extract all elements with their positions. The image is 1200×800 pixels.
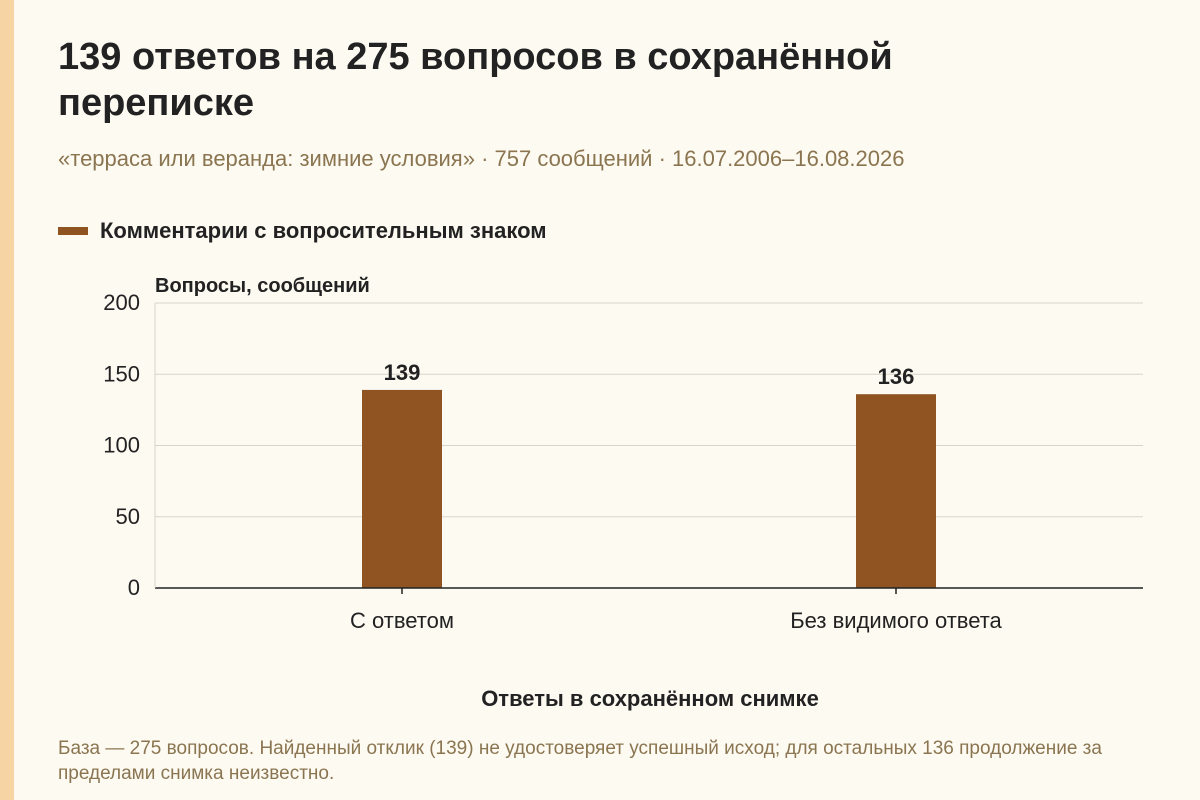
chart-title: 139 ответов на 275 вопросов в сохранённо… xyxy=(58,36,893,124)
footnote: База — 275 вопросов. Найденный отклик (1… xyxy=(58,738,1102,784)
bar-chart: Вопросы, сообщений 0 50 100 150 200 139 С отве… xyxy=(103,275,1143,633)
legend-swatch xyxy=(58,227,88,235)
bars xyxy=(362,389,936,588)
x-tick-label: С ответом xyxy=(350,608,454,633)
axes xyxy=(154,303,1143,594)
grid-lines xyxy=(155,302,1143,518)
y-tick-label: 200 xyxy=(103,290,140,315)
chart-subtitle: «терраса или веранда: зимние условия» · … xyxy=(58,146,905,171)
bar xyxy=(856,394,936,588)
legend: Комментарии с вопросительным знаком xyxy=(58,218,547,244)
accent-bar xyxy=(0,0,14,800)
y-axis-label: Вопросы, сообщений xyxy=(155,275,370,297)
data-label: 136 xyxy=(878,364,915,389)
labels: Вопросы, сообщений 0 50 100 150 200 139 С отве… xyxy=(103,275,1002,633)
bar xyxy=(362,389,442,588)
x-axis-label: Ответы в сохранённом снимке xyxy=(481,686,819,711)
legend-label: Комментарии с вопросительным знаком xyxy=(100,218,547,243)
y-tick-label: 150 xyxy=(103,361,140,386)
y-tick-label: 50 xyxy=(116,504,140,529)
y-tick-label: 100 xyxy=(103,433,140,458)
x-tick-label: Без видимого ответа xyxy=(790,608,1002,633)
y-tick-label: 0 xyxy=(128,575,140,600)
data-label: 139 xyxy=(384,360,421,385)
